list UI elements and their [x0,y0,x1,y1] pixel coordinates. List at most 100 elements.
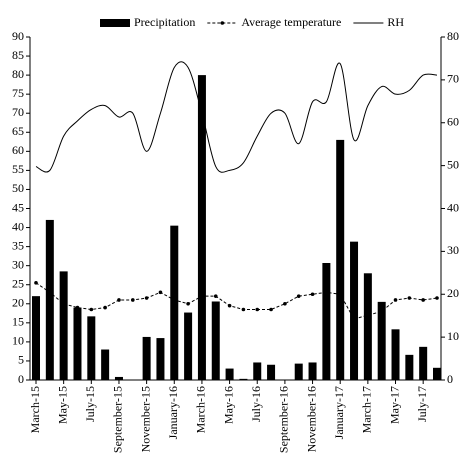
x-tick-label: November-15 [138,386,152,452]
bar [32,296,40,380]
bar [142,336,151,380]
y2-tick-label: 60 [447,115,459,129]
x-tick-label: March-16 [194,386,208,433]
bar [45,219,54,380]
rh-line [35,61,438,173]
temperature-point [75,305,80,310]
bar [433,367,441,380]
bar [239,378,248,380]
temperature-point [393,298,398,302]
bar [267,364,276,380]
temperature-point [186,301,190,306]
y-tick-label: 15 [12,315,24,329]
bar [391,329,400,380]
y2-tick-label: 70 [447,72,459,86]
bar [114,376,123,380]
x-tick-label: May-16 [221,386,235,424]
x-tick-label: September-16 [277,386,291,453]
x-tick-label: May-17 [387,386,401,424]
temperature-point [34,281,38,285]
x-tick-label: July-16 [249,386,263,422]
temperature-point [407,296,412,300]
temperature-point [379,309,384,314]
y-tick-label: 90 [12,29,24,43]
temperature-point [255,307,260,312]
bar [211,301,220,380]
bar [336,139,345,380]
x-tick-label: March-17 [360,386,374,433]
x-tick-label: July-17 [415,386,429,422]
bar [101,349,110,380]
temperature-point [352,317,356,321]
y2-tick-label: 30 [447,243,459,257]
y2-tick-label: 50 [447,157,459,171]
temperature-point [421,298,425,302]
bar [377,301,386,380]
y2-tick-label: 0 [447,372,453,386]
temperature-point [130,298,135,302]
bar [170,225,179,380]
temperature-point [296,294,301,298]
bar [350,241,359,380]
temperature-point [103,305,107,310]
legend-swatch [100,19,130,27]
y-tick-label: 75 [12,86,24,100]
temperature-point [241,307,246,312]
bar [322,262,331,380]
temperature-point [435,296,439,300]
y-tick-label: 35 [12,238,24,252]
temperature-point [324,290,329,295]
bar [73,307,82,380]
y-tick-label: 45 [12,200,24,214]
x-tick-label: May-15 [55,386,69,424]
temperature-point [48,290,52,295]
bar [184,312,193,380]
y2-tick-label: 10 [447,329,459,343]
bar [294,363,303,380]
y-tick-label: 70 [12,105,24,119]
temperature-point [227,303,232,308]
legend-label: RH [387,15,404,29]
bar [225,368,234,380]
y-tick-label: 80 [12,67,24,81]
temperature-point [61,301,66,306]
y-tick-label: 20 [12,296,24,310]
y-tick-label: 5 [18,353,24,367]
temperature-point [310,292,315,297]
y-tick-label: 10 [12,334,24,348]
y-tick-label: 0 [18,372,24,386]
bar [156,338,165,380]
temperature-point [158,290,163,295]
y2-tick-label: 20 [447,286,459,300]
y-tick-label: 65 [12,124,24,138]
x-tick-label: March-15 [28,386,42,433]
bar [253,362,262,380]
bar [405,354,414,380]
bar [197,75,206,380]
bar [363,273,372,380]
bar [308,362,317,380]
y-tick-label: 85 [12,48,24,62]
y-tick-label: 25 [12,276,24,290]
temperature-line [35,282,438,320]
y-tick-label: 50 [12,181,24,195]
bar [87,316,96,380]
temperature-point [117,298,121,302]
x-tick-label: January-17 [332,386,346,439]
temperature-point [366,313,370,318]
y-tick-label: 60 [12,143,24,157]
bar [59,271,68,380]
y2-tick-label: 40 [447,200,459,214]
temperature-point [172,298,177,302]
legend-label: Average temperature [241,15,341,29]
temperature-point [144,296,149,300]
temperature-point [283,301,287,306]
temperature-point [89,307,94,312]
y-tick-label: 55 [12,162,24,176]
temperature-point [200,294,204,298]
y-tick-label: 30 [12,257,24,271]
y2-tick-label: 80 [447,29,459,43]
legend-swatch [220,21,225,25]
x-tick-label: July-15 [83,386,97,422]
